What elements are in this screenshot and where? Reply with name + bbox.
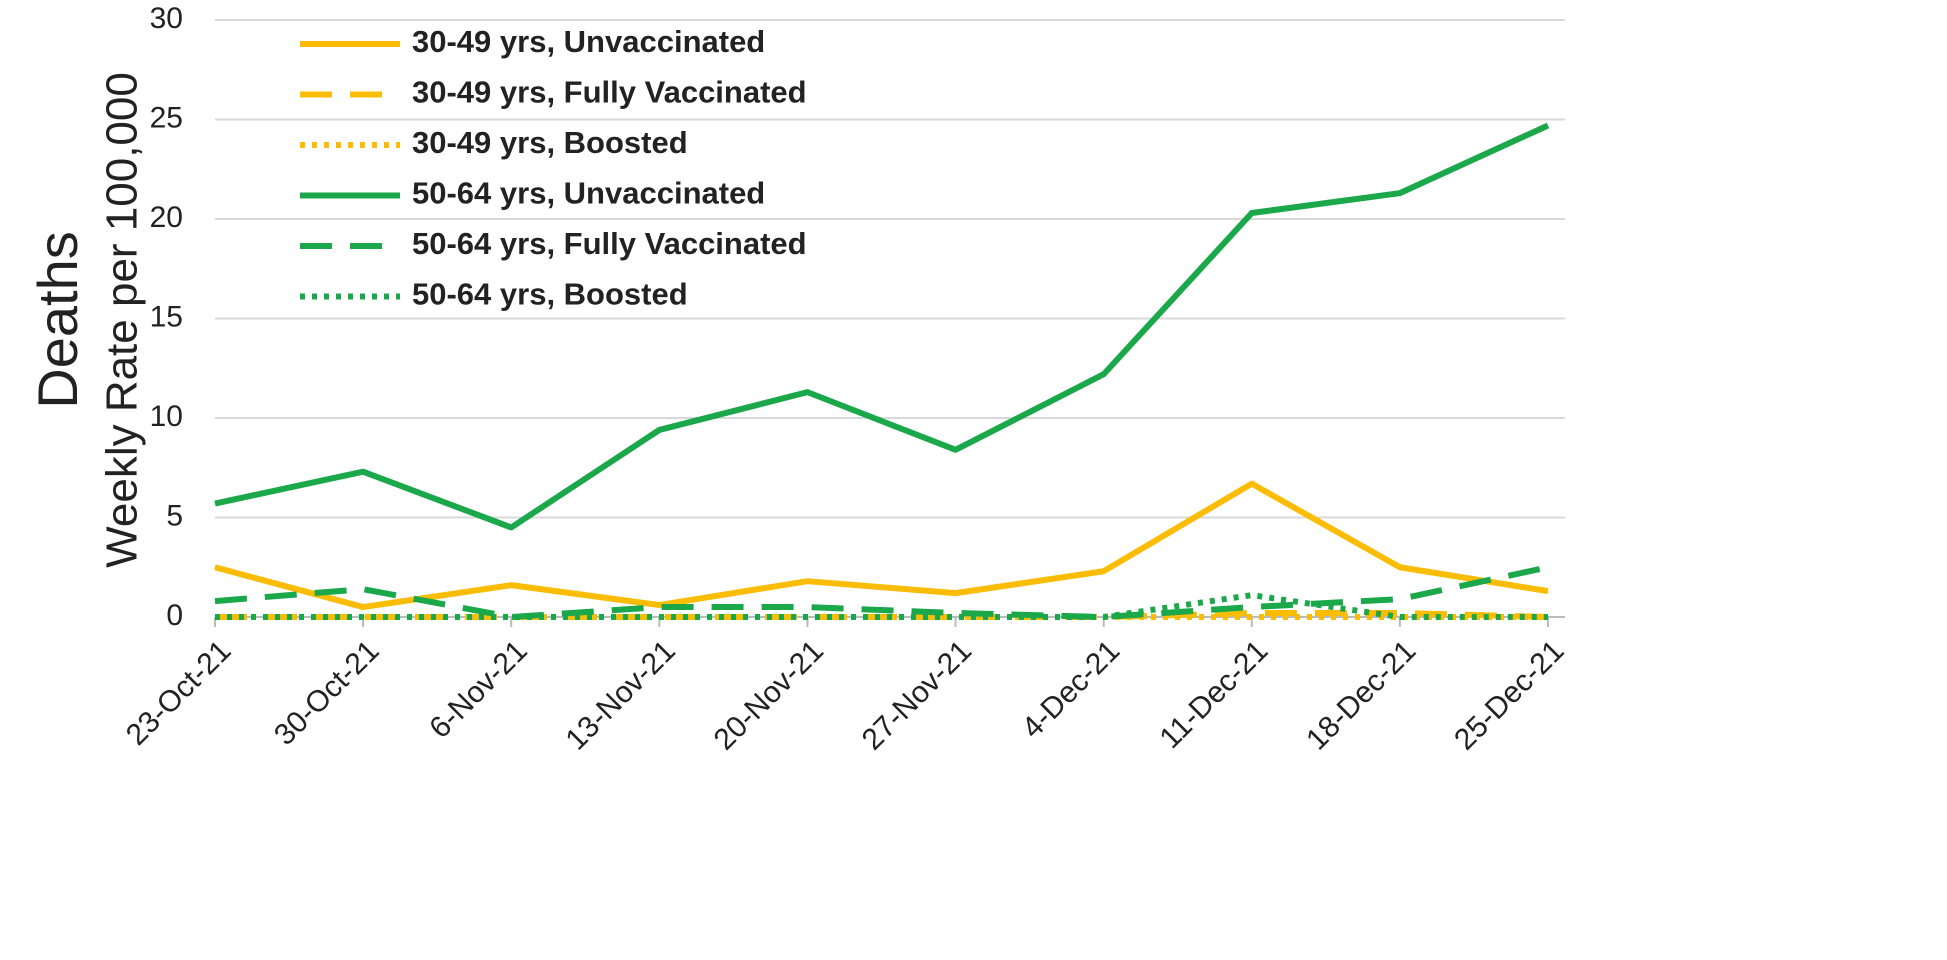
x-tick-label: 23-Oct-21 [120, 634, 238, 752]
x-tick-label: 18-Dec-21 [1300, 634, 1422, 756]
legend-label: 30-49 yrs, Unvaccinated [412, 24, 765, 59]
series-line [215, 610, 1549, 620]
x-tick-label: 25-Dec-21 [1448, 634, 1570, 756]
y-tick-label: 0 [166, 599, 183, 632]
x-tick-label: 27-Nov-21 [856, 634, 978, 756]
y-tick-label: 5 [166, 499, 183, 532]
x-tick-label: 20-Nov-21 [708, 634, 830, 756]
y-tick-label: 20 [150, 201, 183, 234]
legend-label: 30-49 yrs, Boosted [412, 125, 688, 160]
x-tick-label: 13-Nov-21 [559, 634, 681, 756]
x-tick-label: 11-Dec-21 [1154, 634, 1275, 755]
x-tick-label: 4-Dec-21 [1016, 634, 1127, 745]
y-tick-label: 10 [150, 400, 183, 433]
x-tick-label: 6-Nov-21 [423, 634, 534, 745]
legend-label: 30-49 yrs, Fully Vaccinated [412, 75, 807, 110]
y-tick-label: 30 [150, 2, 183, 35]
series-line [214, 122, 1550, 531]
series-line [214, 480, 1549, 611]
y-tick-label: 15 [150, 300, 183, 333]
series-line [214, 564, 1549, 620]
legend-label: 50-64 yrs, Fully Vaccinated [412, 226, 807, 261]
legend-label: 50-64 yrs, Boosted [412, 277, 688, 312]
y-tick-label: 25 [150, 101, 183, 134]
legend-label: 50-64 yrs, Unvaccinated [412, 176, 765, 211]
y-axis-subtitle: Weekly Rate per 100,000 [98, 72, 147, 568]
x-tick-label: 30-Oct-21 [268, 634, 386, 752]
y-axis-title: Deaths [26, 231, 89, 408]
